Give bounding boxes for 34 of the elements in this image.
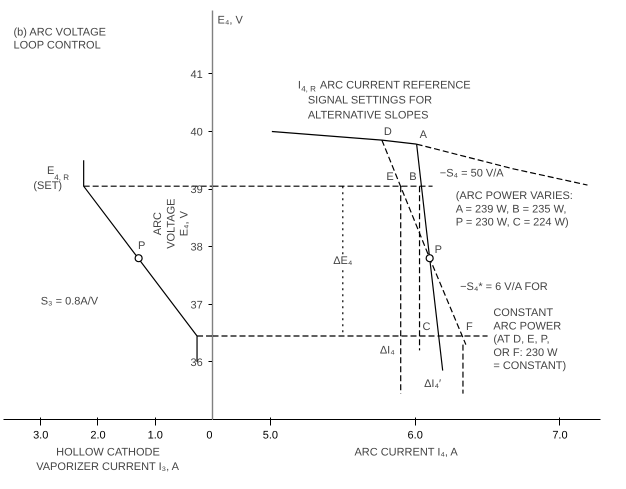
- annotation: A: [420, 129, 428, 142]
- x-tick-label: 7.0: [552, 430, 568, 442]
- annotation: P: [434, 244, 442, 256]
- y-tick-label: 41: [190, 68, 203, 81]
- annotation: S₃ = 0.8A/V: [40, 295, 99, 308]
- annotation: CONSTANT ARC POWER (AT D, E, P, OR F: 230 W = CONSTANT): [493, 307, 566, 372]
- annotation: ARC VOLTAGE E₄, V: [152, 198, 190, 249]
- y-tick-label: 40: [190, 126, 203, 138]
- annotation: E: [386, 171, 394, 184]
- annotation: B: [409, 171, 417, 184]
- x-tick-label: 0: [206, 430, 213, 442]
- annotation: ΔI₄: [380, 344, 396, 356]
- x-axis-title: HOLLOW CATHODE VAPORIZER CURRENT I₃, A: [36, 446, 180, 473]
- y-axis-title: E₄, V: [218, 14, 244, 26]
- text: (b) ARC VOLTAGE LOOP CONTROL: [14, 26, 106, 52]
- annotation: (ARC POWER VARIES: A = 239 W, B = 235 W, P = 230 W, C = 224 W): [456, 190, 573, 229]
- x-tick-label: 3.0: [33, 430, 48, 442]
- y-tick-label: 37: [190, 299, 203, 312]
- annotation: ΔI₄′: [424, 378, 442, 390]
- x-tick-label: 1.0: [148, 430, 163, 442]
- annotation: D: [384, 126, 392, 138]
- annotation: C: [422, 320, 431, 333]
- annotation: F: [466, 320, 473, 333]
- x-tick-label: 2.0: [90, 430, 106, 442]
- annotation: ΔE₄: [333, 255, 353, 268]
- y-tick-label: 36: [190, 356, 203, 369]
- x-axis-title: ARC CURRENT I₄, A: [354, 446, 458, 458]
- x-tick-label: 6.0: [408, 430, 423, 442]
- annotation: −S₄* = 6 V/A FOR: [460, 281, 548, 294]
- y-tick-label: 38: [190, 242, 203, 254]
- annotation: −S₄ = 50 V/A: [440, 168, 504, 180]
- y-tick-label: 39: [190, 184, 203, 196]
- annotation: P: [138, 240, 146, 252]
- x-tick-label: 5.0: [262, 430, 278, 442]
